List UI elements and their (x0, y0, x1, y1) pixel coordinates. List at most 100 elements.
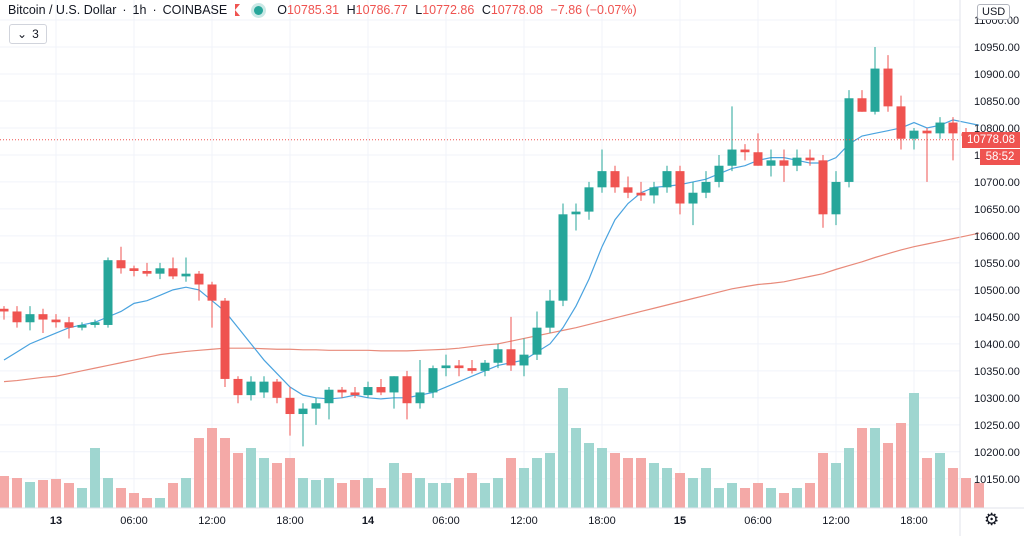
volume-bar (467, 473, 477, 508)
volume-bar (532, 458, 542, 508)
candle-body (272, 381, 282, 398)
volume-bar (584, 443, 594, 508)
volume-bar (558, 388, 568, 508)
volume-bar (545, 453, 555, 508)
ohlc-values: O10785.31 H10786.77 L10772.86 C10778.08 … (277, 3, 640, 17)
time-tick-label: 18:00 (588, 515, 616, 527)
volume-bar (922, 458, 932, 508)
candle-body (12, 311, 22, 323)
flag-icon[interactable] (235, 4, 241, 16)
candle-body (883, 68, 893, 107)
candle-body (506, 349, 516, 366)
separator: · (122, 3, 127, 17)
volume-bar (64, 483, 74, 508)
volume-bar (90, 448, 100, 508)
candle-body (103, 260, 113, 325)
volume-bar (883, 443, 893, 508)
volume-bar (194, 438, 204, 508)
volume-bar (974, 483, 984, 508)
volume-bar (402, 473, 412, 508)
time-tick-label: 12:00 (822, 515, 850, 527)
candle-body (610, 171, 620, 188)
volume-bar (805, 483, 815, 508)
volume-bar (961, 478, 971, 508)
volume-bar (220, 438, 230, 508)
candle-body (857, 98, 867, 112)
symbol-title[interactable]: Bitcoin / U.S. Dollar (8, 3, 117, 17)
volume-bar (415, 478, 425, 508)
volume-bar (740, 488, 750, 508)
chevron-down-icon: ⌄ (17, 27, 28, 41)
price-tick-label: 10400.00 (974, 339, 1020, 351)
volume-bar (12, 478, 22, 508)
price-tick-label: 10850.00 (974, 96, 1020, 108)
currency-badge[interactable]: USD (977, 4, 1011, 20)
moving-average-slow (3, 232, 980, 383)
volume-bar (753, 483, 763, 508)
volume-bar (571, 428, 581, 508)
time-tick-label: 15 (674, 515, 686, 527)
volume-bar (844, 448, 854, 508)
separator: · (152, 3, 157, 17)
volume-bar (727, 483, 737, 508)
candle-body (389, 376, 399, 393)
candle-body (922, 130, 932, 134)
candle-body (259, 381, 269, 393)
indicators-count: 3 (32, 27, 39, 41)
candle-body (649, 187, 659, 196)
volume-bar (480, 483, 490, 508)
market-open-dot-icon (254, 5, 264, 15)
candle-body (311, 403, 321, 409)
price-tick-label: 10650.00 (974, 204, 1020, 216)
volume-bar (207, 428, 217, 508)
change-value: −7.86 (−0.07%) (550, 3, 637, 17)
volume-bar (779, 493, 789, 508)
volume-bar (818, 453, 828, 508)
moving-average-fast (3, 119, 980, 400)
candle-body (636, 192, 646, 196)
volume-bar (155, 498, 165, 508)
volume-bar (649, 463, 659, 508)
candle-body (558, 214, 568, 301)
candle-body (948, 122, 958, 134)
candle-body (64, 322, 74, 328)
candle-body (740, 149, 750, 153)
volume-bar (519, 468, 529, 508)
candle-body (38, 314, 48, 320)
volume-bar (38, 480, 48, 508)
candle-body (935, 122, 945, 134)
volume-bar (870, 428, 880, 508)
candle-body (246, 381, 256, 396)
candle-body (90, 322, 100, 325)
candle-body (688, 192, 698, 204)
interval-label[interactable]: 1h (132, 3, 147, 17)
candle-body (51, 319, 61, 323)
last-price-label: 10778.08 (962, 131, 1020, 148)
candle-body (415, 392, 425, 404)
candle-body (129, 268, 139, 271)
candle-body (350, 392, 360, 396)
candle-body (532, 327, 542, 355)
candle-body (805, 157, 815, 161)
price-tick-label: 10300.00 (974, 393, 1020, 405)
candle-body (25, 314, 35, 323)
volume-bar (675, 473, 685, 508)
volume-bar (935, 453, 945, 508)
volume-bar (246, 448, 256, 508)
price-tick-label: 10700.00 (974, 177, 1020, 189)
indicators-toggle-button[interactable]: ⌄ 3 (9, 24, 47, 44)
candle-body (870, 68, 880, 112)
candle-body (519, 354, 529, 366)
volume-bar (428, 483, 438, 508)
gear-icon[interactable]: ⚙ (984, 510, 1000, 529)
candle-body (233, 378, 243, 396)
candle-body (181, 273, 191, 277)
time-tick-label: 13 (50, 515, 62, 527)
high-label: H (346, 3, 356, 17)
price-tick-label: 10550.00 (974, 258, 1020, 270)
volume-bar (103, 478, 113, 508)
volume-bar (766, 488, 776, 508)
low-value: 10772.86 (422, 3, 475, 17)
